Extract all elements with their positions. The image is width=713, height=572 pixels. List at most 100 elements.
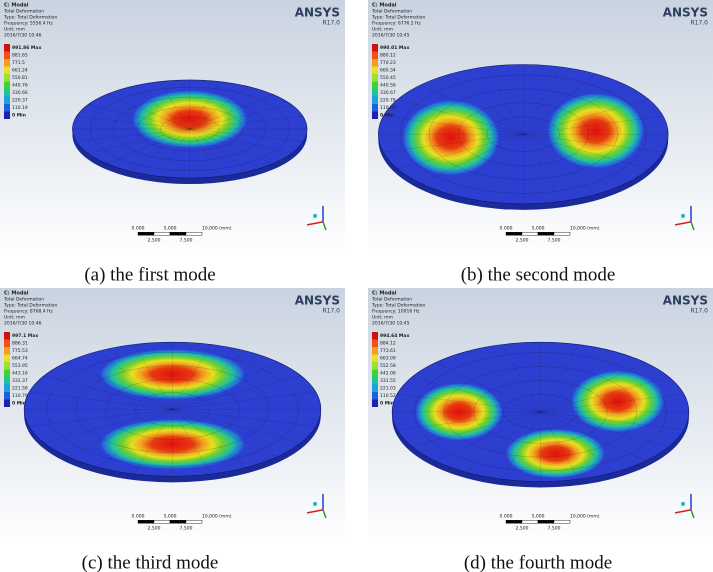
legend-swatch (372, 347, 378, 355)
axis-origin (681, 214, 685, 218)
scale-segment (506, 232, 522, 235)
header-text: Frequency: 8768.4 Hz (4, 309, 53, 315)
scale-label: 5,000 (164, 514, 177, 520)
legend-swatch (372, 355, 378, 363)
scale-segment (522, 520, 538, 523)
legend-swatch (4, 89, 10, 97)
legend-label: 990.01 Max (380, 45, 409, 51)
header-text: 2016/7/30 10:46 (4, 33, 42, 39)
legend-swatch (372, 52, 378, 60)
legend-swatch (4, 400, 10, 408)
caption: (a) the first mode (84, 264, 215, 285)
legend-label: 771.5 (12, 60, 25, 66)
legend-swatch (4, 74, 10, 82)
legend-label: 110.52 (380, 393, 396, 399)
legend-label: 661.24 (12, 68, 28, 74)
axis-origin (313, 502, 317, 506)
scale-segment (506, 520, 522, 523)
legend-swatch (372, 59, 378, 67)
legend-swatch (372, 332, 378, 340)
scale-label: 10,000 (mm) (570, 226, 600, 232)
legend-swatch (372, 370, 378, 378)
legend-swatch (372, 362, 378, 370)
scale-label: 10,000 (mm) (202, 514, 232, 520)
legend-label: 0 Min (380, 401, 394, 407)
legend-swatch (4, 67, 10, 75)
legend-label: 221.58 (12, 386, 28, 392)
scale-label: 5,000 (532, 226, 545, 232)
legend-swatch (372, 104, 378, 112)
deformation-zone (570, 370, 665, 433)
scale-segment (522, 232, 538, 235)
deformation-zone (402, 99, 501, 176)
legend-label: 331.55 (380, 378, 396, 384)
header-text: Type: Total Deformation (3, 303, 57, 309)
scale-segment (538, 520, 554, 523)
legend-label: 773.61 (380, 348, 396, 354)
scale-label: 10,000 (mm) (570, 514, 600, 520)
axis-origin (313, 214, 317, 218)
legend-label: 0 Min (12, 401, 26, 407)
scale-segment (170, 520, 186, 523)
legend-swatch (4, 385, 10, 393)
scale-segment (186, 520, 202, 523)
legend-swatch (372, 89, 378, 97)
brand: ANSYS (295, 6, 340, 20)
legend-swatch (372, 385, 378, 393)
legend-swatch (372, 97, 378, 105)
header-text: Total Deformation (3, 9, 44, 15)
legend-swatch (4, 82, 10, 90)
header-text: C: Modal (372, 291, 397, 297)
legend-swatch (372, 340, 378, 348)
scale-label: 2,500 (516, 238, 529, 244)
scale-label: 2,500 (148, 238, 161, 244)
panel: C: ModalTotal DeformationType: Total Def… (0, 288, 345, 572)
header-text: Type: Total Deformation (371, 15, 425, 21)
legend-swatch (372, 67, 378, 75)
legend-label: 330.67 (380, 90, 396, 96)
header-text: Total Deformation (371, 297, 412, 303)
figure: C: ModalTotal DeformationType: Total Def… (0, 0, 713, 572)
scale-label: 2,500 (148, 526, 161, 532)
scale-label: 0.000 (500, 226, 513, 232)
legend-label: 221.03 (380, 386, 396, 392)
legend-swatch (372, 377, 378, 385)
header-text: Type: Total Deformation (371, 303, 425, 309)
caption: (c) the third mode (82, 552, 219, 572)
legend-label: 664.74 (12, 356, 28, 362)
deformation-zone (546, 92, 645, 169)
scale-segment (138, 232, 154, 235)
header-text: C: Modal (372, 3, 397, 9)
legend-label: 220.37 (12, 98, 28, 104)
legend-label: 770.23 (380, 60, 396, 66)
legend-swatch (4, 347, 10, 355)
legend-label: 886.31 (12, 341, 28, 347)
scale-segment (538, 232, 554, 235)
caption: (b) the second mode (461, 264, 616, 285)
header-text: Type: Total Deformation (3, 15, 57, 21)
header-text: C: Modal (4, 291, 29, 297)
legend-label: 994.64 Max (380, 333, 409, 339)
legend-label: 881.65 (12, 53, 28, 59)
axis-origin (681, 502, 685, 506)
legend-label: 110.89 (380, 105, 396, 111)
legend-swatch (372, 82, 378, 90)
header-text: 2016/7/30 10:45 (372, 321, 410, 327)
legend-label: 442.06 (380, 371, 396, 377)
version: R17.0 (322, 20, 340, 27)
brand: ANSYS (663, 294, 708, 308)
scale-label: 5,000 (532, 514, 545, 520)
legend-swatch (4, 355, 10, 363)
legend-swatch (4, 370, 10, 378)
legend-label: 550.45 (380, 75, 396, 81)
scale-label: 7,500 (548, 238, 561, 244)
version: R17.0 (322, 308, 340, 315)
scale-segment (554, 520, 570, 523)
legend-swatch (4, 362, 10, 370)
scale-label: 7,500 (180, 526, 193, 532)
header-text: Unit: mm (372, 315, 393, 321)
legend-swatch (4, 112, 10, 120)
legend-swatch (4, 340, 10, 348)
legend-label: 0 Min (380, 113, 394, 119)
scale-label: 5,000 (164, 226, 177, 232)
